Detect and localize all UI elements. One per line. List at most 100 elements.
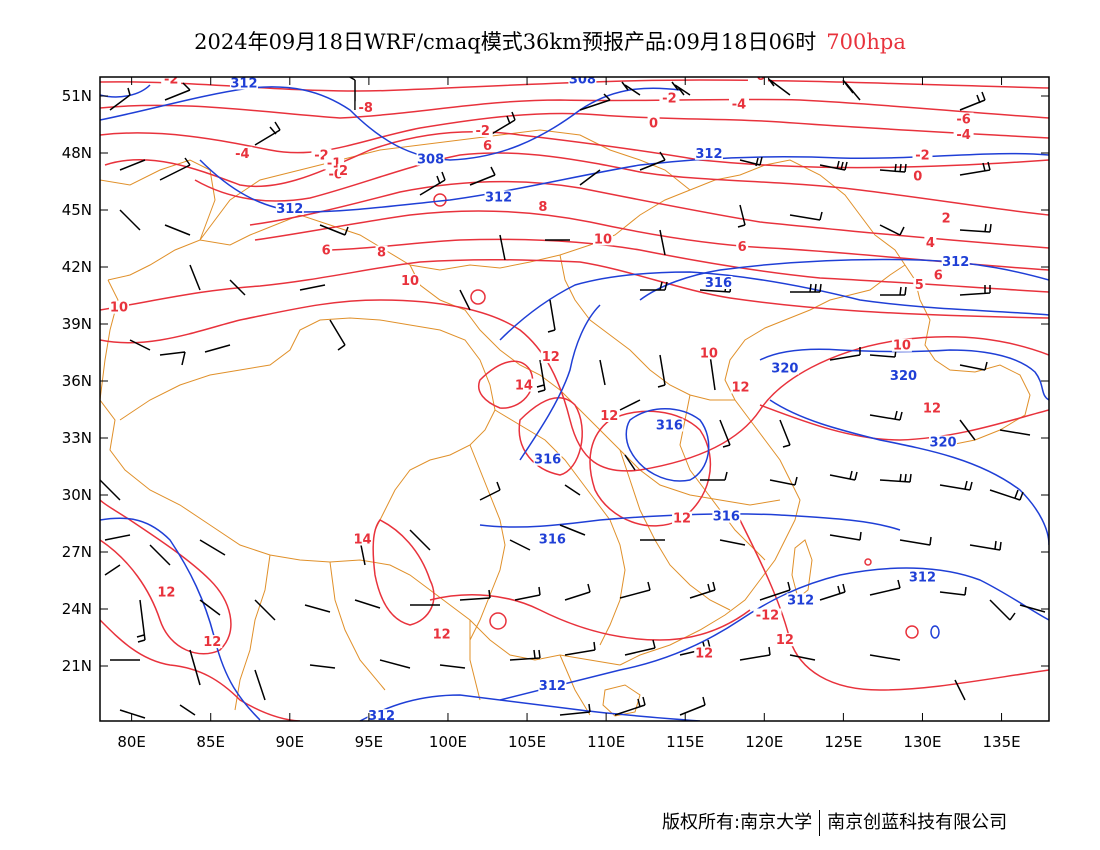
temperature-contour-label: -4 bbox=[732, 97, 746, 112]
temperature-contour-label: -2 bbox=[476, 124, 490, 139]
isotherm bbox=[759, 404, 1049, 441]
title-main: 2024年09月18日WRF/cmaq模式36km预报产品:09月18日06时 bbox=[194, 30, 817, 54]
wind-barb bbox=[159, 351, 186, 366]
temperature-contour-label-bg bbox=[774, 633, 795, 647]
temperature-contour-label: -6 bbox=[956, 113, 970, 128]
temperature-contour-label-bg bbox=[355, 101, 376, 115]
height-contour-label: 312 bbox=[485, 191, 512, 206]
mongolia-border bbox=[199, 129, 691, 241]
temperature-contour-label: 2 bbox=[339, 164, 348, 179]
china-border-west bbox=[100, 279, 621, 666]
temperature-contour-label-bg bbox=[161, 77, 182, 86]
height-contour-label-bg bbox=[712, 509, 741, 523]
wind-barb bbox=[621, 81, 641, 96]
wind-barb bbox=[100, 479, 121, 501]
wind-barb bbox=[204, 344, 231, 353]
footer-separator bbox=[819, 810, 821, 836]
lon-label: 85E bbox=[196, 733, 225, 751]
wind-barb bbox=[869, 654, 901, 661]
wind-barb bbox=[564, 583, 591, 601]
wind-barb bbox=[599, 359, 606, 386]
wind-barb bbox=[829, 470, 858, 481]
temperature-contour-label: 10 bbox=[893, 339, 911, 354]
temperature-contour-label-bg bbox=[736, 239, 749, 253]
wind-barb bbox=[499, 234, 506, 261]
temperature-contour-label: 4 bbox=[926, 236, 935, 251]
wind-barb bbox=[737, 204, 746, 228]
wind-barb bbox=[614, 696, 646, 716]
lon-label: 110E bbox=[587, 733, 625, 751]
height-contour-label-bg bbox=[367, 709, 396, 721]
isotherm bbox=[254, 210, 1049, 271]
height-contour-label: 312 bbox=[230, 77, 257, 92]
temperature-contour-label: 14 bbox=[354, 533, 372, 548]
wind-barb bbox=[189, 649, 201, 686]
lat-label: 33N bbox=[62, 429, 92, 447]
height-contour-label-bg bbox=[533, 452, 562, 466]
wind-barb bbox=[789, 654, 816, 661]
temperature-contour-label: 12 bbox=[923, 401, 941, 416]
lon-label: 120E bbox=[745, 733, 783, 751]
wind-barb bbox=[229, 279, 246, 296]
wind-barb bbox=[564, 484, 581, 496]
height-contour-label: 316 bbox=[713, 510, 740, 525]
height-contour bbox=[519, 304, 601, 461]
height-contour-label: 316 bbox=[656, 419, 683, 434]
kazakh-border bbox=[100, 159, 216, 241]
height-contour bbox=[100, 517, 261, 721]
wind-barb bbox=[348, 77, 356, 110]
wind-barb bbox=[199, 539, 226, 556]
wind-barbs bbox=[100, 77, 1046, 719]
wind-barb bbox=[759, 581, 791, 601]
wind-barb bbox=[700, 471, 728, 481]
wind-barb bbox=[954, 679, 966, 701]
chart-title: 2024年09月18日WRF/cmaq模式36km预报产品:09月18日06时 7… bbox=[0, 26, 1100, 56]
height-contour-label-bg bbox=[704, 276, 733, 289]
temperature-contour-label: 12 bbox=[695, 647, 713, 662]
wind-barb bbox=[829, 347, 861, 361]
temperature-contour-label-bg bbox=[891, 338, 912, 352]
temperature-contour-label-bg bbox=[747, 77, 768, 82]
wind-barb bbox=[509, 539, 531, 551]
lon-label: 95E bbox=[355, 733, 384, 751]
isotherm-small bbox=[864, 558, 872, 566]
taiwan-island bbox=[791, 539, 813, 599]
wind-barb bbox=[959, 161, 991, 176]
wind-barb bbox=[119, 159, 146, 171]
temperature-contour-label-bg bbox=[232, 146, 253, 160]
wind-barb bbox=[619, 581, 651, 599]
border-lines bbox=[100, 129, 1031, 717]
isotherm bbox=[372, 519, 435, 626]
height-contour-label-bg bbox=[929, 435, 958, 449]
lat-label: 21N bbox=[62, 657, 92, 675]
wind-barb bbox=[419, 171, 446, 196]
temperature-contour-label-bg bbox=[431, 627, 452, 641]
wind-barb bbox=[959, 419, 976, 441]
temperature-contour-label-bg bbox=[400, 274, 421, 288]
wind-barb bbox=[640, 281, 668, 291]
temperature-contour-label-bg bbox=[540, 350, 561, 364]
temperature-contour-label-bg bbox=[953, 127, 974, 141]
height-contour-label: 312 bbox=[942, 255, 969, 270]
temperature-contour-label-bg bbox=[481, 139, 494, 153]
height-contour-label: 308 bbox=[569, 73, 596, 88]
wind-barb bbox=[624, 639, 656, 656]
wind-barb bbox=[719, 539, 746, 546]
temperature-contour-label: 0 bbox=[913, 170, 922, 185]
height-contour bbox=[759, 348, 1049, 401]
wind-barb bbox=[547, 299, 556, 333]
temperature-contour-label: 10 bbox=[700, 346, 718, 361]
wind-barb bbox=[119, 709, 146, 719]
plot-frame bbox=[99, 76, 1050, 722]
wind-barb bbox=[899, 536, 932, 546]
temperature-contour-label: -12 bbox=[756, 609, 780, 624]
height-contour-small bbox=[930, 625, 940, 639]
temperature-contour-label: 5 bbox=[915, 278, 924, 293]
temperature-contour-label: 0 bbox=[649, 116, 658, 131]
wind-barb bbox=[819, 583, 846, 601]
temperature-contour-label-bg bbox=[728, 97, 749, 111]
wind-barb bbox=[559, 524, 586, 536]
wind-barb bbox=[579, 169, 601, 186]
temperature-contour-label: 12 bbox=[433, 628, 451, 643]
longitude-labels: 80E 85E 90E 95E 100E 105E 110E 115E 120E 125E 130E… bbox=[117, 733, 1020, 751]
